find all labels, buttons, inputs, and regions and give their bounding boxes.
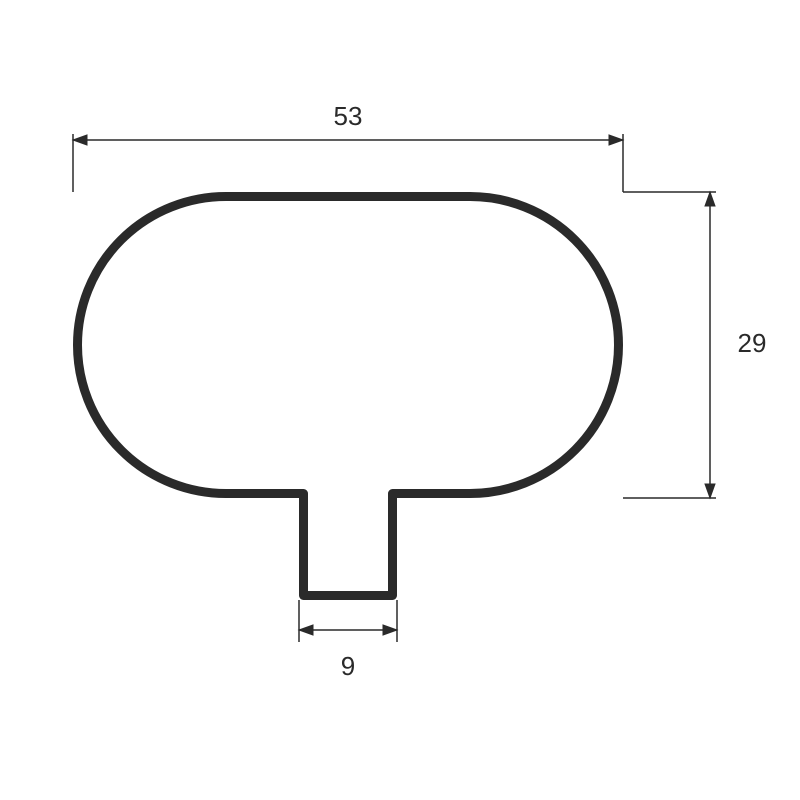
dimension-width-label: 53 — [334, 101, 363, 131]
dimension-height-label: 29 — [738, 328, 767, 358]
dimension-tab-width: 9 — [299, 600, 397, 681]
dimension-height: 29 — [623, 192, 766, 498]
technical-dimension-diagram: 53 29 9 — [0, 0, 800, 800]
dimension-tab-label: 9 — [341, 651, 355, 681]
stadium-tab-outline — [78, 197, 619, 596]
dimension-width: 53 — [73, 101, 623, 192]
